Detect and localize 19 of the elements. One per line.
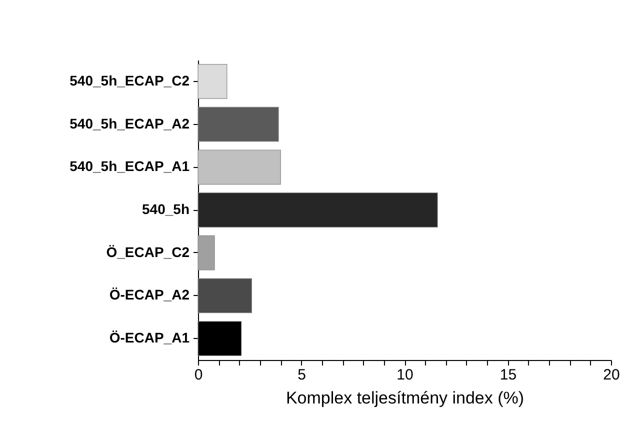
y-tick-label: Ö-ECAP_A1	[109, 330, 190, 346]
bar	[198, 235, 215, 270]
x-tick-label: 20	[603, 366, 620, 384]
bar	[198, 278, 252, 314]
bar	[198, 150, 281, 185]
x-axis-title: Komplex teljesítmény index (%)	[286, 388, 524, 408]
bar	[198, 106, 279, 142]
y-tick-label: 540_5h_ECAP_C2	[70, 72, 190, 88]
x-tick-label: 15	[500, 366, 517, 384]
bar	[198, 192, 438, 228]
x-tick-label: 10	[396, 366, 414, 384]
y-tick-label: Ö-ECAP_A2	[109, 286, 190, 303]
y-tick-label: 540_5h_ECAP_A2	[70, 115, 190, 132]
bar	[198, 64, 228, 99]
x-tick-label: 0	[194, 366, 203, 384]
y-tick-label: Ö_ECAP_C2	[106, 244, 190, 260]
y-tick-label: 540_5h_ECAP_A1	[70, 158, 190, 174]
y-tick-label: 540_5h	[142, 201, 190, 217]
x-tick-label: 5	[298, 366, 306, 384]
